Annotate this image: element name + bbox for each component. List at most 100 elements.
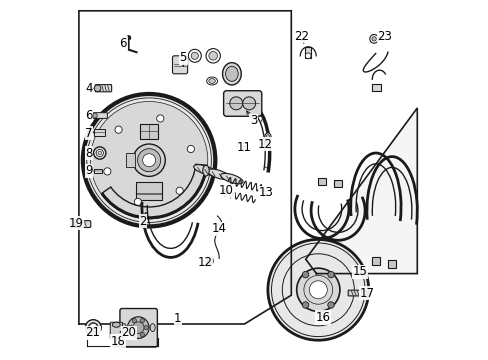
Ellipse shape — [265, 135, 269, 140]
Text: 9: 9 — [85, 165, 93, 177]
Circle shape — [132, 332, 136, 337]
Bar — [317, 178, 325, 185]
Circle shape — [144, 325, 148, 330]
Ellipse shape — [121, 324, 126, 332]
Circle shape — [305, 53, 310, 59]
Ellipse shape — [206, 77, 217, 85]
Text: 22: 22 — [293, 30, 308, 42]
Ellipse shape — [222, 63, 241, 85]
Circle shape — [98, 151, 102, 155]
Circle shape — [302, 271, 308, 278]
FancyBboxPatch shape — [110, 322, 122, 339]
Circle shape — [188, 49, 201, 62]
Text: 13: 13 — [258, 186, 273, 199]
Text: 23: 23 — [377, 30, 391, 42]
Bar — [140, 124, 158, 139]
Text: 11: 11 — [236, 141, 251, 154]
Ellipse shape — [193, 165, 216, 175]
Text: 2: 2 — [139, 215, 146, 228]
Text: 4: 4 — [85, 82, 93, 95]
Bar — [387, 260, 396, 268]
Circle shape — [205, 49, 220, 63]
Polygon shape — [305, 108, 416, 274]
Circle shape — [132, 322, 144, 333]
Text: 20: 20 — [121, 327, 136, 339]
Circle shape — [229, 97, 242, 110]
Circle shape — [82, 94, 215, 227]
Circle shape — [134, 198, 141, 206]
Text: 21: 21 — [85, 327, 100, 339]
Circle shape — [302, 302, 308, 308]
Text: 6: 6 — [85, 109, 93, 122]
Text: 19: 19 — [68, 217, 83, 230]
Circle shape — [127, 317, 149, 338]
FancyBboxPatch shape — [223, 91, 261, 116]
Circle shape — [267, 239, 368, 340]
Text: 3: 3 — [249, 114, 257, 127]
Ellipse shape — [361, 290, 366, 296]
Circle shape — [90, 102, 207, 219]
Ellipse shape — [208, 79, 215, 83]
Text: 6: 6 — [119, 37, 127, 50]
Circle shape — [89, 323, 98, 332]
FancyBboxPatch shape — [70, 221, 91, 228]
Circle shape — [115, 126, 122, 133]
Ellipse shape — [150, 324, 155, 332]
Bar — [371, 257, 380, 265]
Circle shape — [103, 168, 111, 175]
Circle shape — [371, 37, 375, 41]
Circle shape — [327, 302, 334, 308]
Ellipse shape — [203, 165, 209, 176]
Circle shape — [309, 281, 326, 299]
Circle shape — [187, 145, 194, 153]
Bar — [333, 180, 342, 187]
Circle shape — [140, 332, 144, 337]
Circle shape — [94, 85, 101, 91]
Circle shape — [70, 221, 76, 227]
Ellipse shape — [208, 259, 211, 263]
Ellipse shape — [225, 66, 238, 81]
Circle shape — [242, 97, 255, 110]
Circle shape — [128, 325, 132, 330]
Text: 12: 12 — [197, 256, 212, 269]
Circle shape — [176, 187, 183, 194]
Text: 16: 16 — [315, 311, 330, 324]
Ellipse shape — [207, 257, 213, 265]
Text: 7: 7 — [85, 127, 93, 140]
FancyBboxPatch shape — [95, 85, 111, 92]
Text: 15: 15 — [351, 265, 366, 278]
Bar — [136, 182, 162, 200]
Text: 12: 12 — [257, 138, 272, 150]
Circle shape — [369, 35, 378, 43]
Circle shape — [132, 319, 136, 323]
Text: 10: 10 — [219, 184, 233, 197]
Bar — [94, 169, 102, 173]
Circle shape — [156, 115, 163, 122]
Bar — [305, 47, 311, 58]
FancyBboxPatch shape — [120, 309, 157, 347]
Text: 5: 5 — [179, 51, 186, 64]
Circle shape — [208, 51, 217, 60]
Text: 1: 1 — [174, 312, 181, 325]
Circle shape — [137, 149, 160, 172]
Ellipse shape — [112, 322, 120, 327]
Bar — [94, 129, 104, 136]
Bar — [125, 153, 134, 167]
Circle shape — [96, 149, 103, 157]
Circle shape — [327, 271, 334, 278]
Circle shape — [92, 113, 97, 118]
Circle shape — [133, 144, 165, 176]
Ellipse shape — [207, 169, 229, 180]
Ellipse shape — [264, 133, 270, 142]
Ellipse shape — [220, 173, 243, 184]
Circle shape — [142, 154, 155, 167]
Text: 8: 8 — [85, 147, 93, 159]
Text: 18: 18 — [110, 335, 125, 348]
FancyBboxPatch shape — [172, 56, 187, 74]
Circle shape — [94, 147, 106, 159]
Text: 17: 17 — [359, 287, 374, 300]
Text: 14: 14 — [211, 222, 226, 235]
Circle shape — [191, 52, 198, 59]
Circle shape — [126, 36, 130, 40]
Bar — [371, 84, 381, 91]
